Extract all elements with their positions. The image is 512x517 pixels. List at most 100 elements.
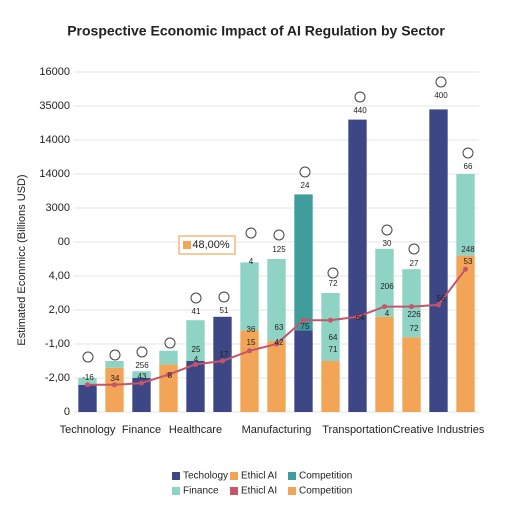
- icon: [299, 166, 311, 178]
- data-label: 72: [329, 279, 338, 288]
- line-point: [328, 317, 333, 323]
- line-point: [463, 266, 468, 272]
- data-label: 206: [380, 282, 394, 291]
- icon: [136, 346, 148, 358]
- data-label: 15: [247, 338, 256, 347]
- line-point: [220, 358, 225, 364]
- icon: [82, 351, 94, 363]
- bar-segment: [402, 337, 421, 412]
- bar-segment: [159, 350, 178, 365]
- line-point: [355, 314, 360, 320]
- line-point: [409, 304, 414, 310]
- bar-segment: [105, 367, 124, 412]
- data-label: 71: [329, 345, 338, 354]
- bar-segment: [105, 361, 124, 368]
- icon: [381, 224, 393, 236]
- legend-swatch: [230, 487, 238, 495]
- icon: [109, 349, 121, 361]
- bar-segment: [267, 259, 286, 341]
- y-tick-label: 3000: [46, 202, 70, 214]
- legend-label: Ethicl AI: [241, 471, 277, 482]
- data-label: 43: [138, 372, 147, 381]
- y-tick-label: 2,00: [49, 304, 70, 316]
- data-label: 248: [461, 245, 475, 254]
- icon: [435, 76, 447, 88]
- bar-segment: [429, 109, 448, 413]
- data-label: 41: [192, 307, 201, 316]
- data-label: 8: [168, 371, 173, 380]
- data-label: 25: [192, 345, 201, 354]
- icon: [327, 267, 339, 279]
- data-label: 400: [434, 91, 448, 100]
- bar-segment: [348, 119, 367, 412]
- y-tick-label: -2,00: [45, 372, 70, 384]
- bar-segment: [186, 320, 205, 361]
- x-tick-label: Healthcare: [169, 424, 222, 436]
- data-label: 64: [329, 333, 338, 342]
- bar-segment: [78, 384, 97, 412]
- data-label: 63: [275, 323, 284, 332]
- x-tick-label: Creative Industries: [393, 424, 485, 436]
- y-tick-label: 16000: [39, 66, 70, 78]
- bar-segment: [402, 269, 421, 338]
- legend-swatch: [172, 487, 180, 495]
- line-point: [85, 382, 90, 388]
- y-tick-label: 14000: [39, 168, 70, 180]
- bar-segment: [240, 262, 259, 331]
- bar-segment: [375, 316, 394, 412]
- line-point: [301, 317, 306, 323]
- bar-segment: [132, 378, 151, 412]
- x-tick-label: Technology: [60, 424, 116, 436]
- bar-segment: [240, 330, 259, 412]
- data-label: 256: [135, 361, 149, 370]
- line-point: [139, 380, 144, 386]
- data-label: 34: [111, 374, 120, 383]
- data-label: 42: [275, 338, 284, 347]
- data-label: 125: [272, 245, 286, 254]
- legend-swatch: [288, 472, 296, 480]
- bar-segment: [321, 361, 340, 412]
- bar-segment: [267, 340, 286, 412]
- data-label: 51: [220, 306, 229, 315]
- line-point: [382, 304, 387, 310]
- data-label: 30: [383, 239, 392, 248]
- data-label: 226: [407, 310, 421, 319]
- legend-label: Ethicl AI: [241, 486, 277, 497]
- y-axis-label: Estimated Econmicc (Billions USD): [16, 174, 28, 345]
- icon: [354, 91, 366, 103]
- line-point: [193, 361, 198, 367]
- x-tick-label: Manufacturing: [242, 424, 312, 436]
- bar-segment: [213, 316, 232, 412]
- data-label: 66: [464, 162, 473, 171]
- bar-segment: [375, 248, 394, 317]
- legend-label: Finance: [183, 486, 219, 497]
- y-tick-label: 0: [64, 406, 70, 418]
- x-tick-label: Finance: [122, 424, 161, 436]
- legend-swatch: [172, 472, 180, 480]
- legend-swatch: [288, 487, 296, 495]
- legend-label: Competition: [299, 486, 352, 497]
- data-label: 56: [437, 294, 446, 303]
- data-label: 4: [194, 355, 199, 364]
- data-label: 4: [249, 257, 254, 266]
- data-label: 24: [301, 181, 310, 190]
- icon: [164, 337, 176, 349]
- legend-label: Competition: [299, 471, 352, 482]
- bar-segment: [132, 371, 151, 378]
- y-tick-label: 14000: [39, 134, 70, 146]
- data-label: -16: [82, 373, 94, 382]
- bar-segment: [78, 378, 97, 385]
- icon: [408, 243, 420, 255]
- line-point: [436, 302, 441, 308]
- x-tick-label: Transportation: [322, 424, 393, 436]
- line-point: [274, 341, 279, 347]
- line-point: [112, 382, 117, 388]
- bar-segment: [321, 293, 340, 361]
- legend-label: Techology: [183, 471, 228, 482]
- y-tick-label: 00: [58, 236, 70, 248]
- annotation: 48,00%: [192, 239, 230, 251]
- y-tick-label: -1,00: [45, 338, 70, 350]
- y-tick-label: 35000: [39, 100, 70, 112]
- bar-segment: [186, 361, 205, 412]
- data-label: 4: [385, 309, 390, 318]
